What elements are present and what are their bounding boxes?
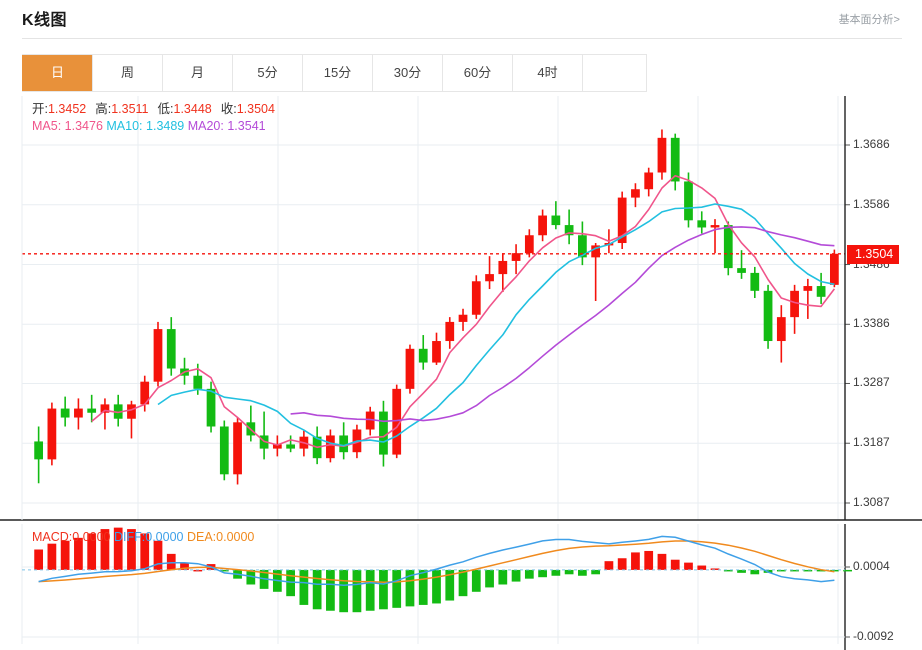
tab-3[interactable]: 5分 — [232, 55, 302, 91]
tab-1[interactable]: 周 — [92, 55, 162, 91]
tabbar-spacer — [582, 55, 646, 91]
current-price-badge: 1.3504 — [847, 244, 900, 264]
tab-5[interactable]: 30分 — [372, 55, 442, 91]
fundamental-analysis-link[interactable]: 基本面分析> — [838, 14, 900, 26]
tab-2[interactable]: 月 — [162, 55, 232, 91]
tab-6[interactable]: 60分 — [442, 55, 512, 91]
timeframe-tabbar: 日周月 5分 15分 30分 60分 4时 — [22, 54, 647, 92]
page-title: K线图 — [22, 12, 68, 29]
page-header: K线图 基本面分析> — [0, 0, 922, 38]
header-divider — [22, 38, 902, 39]
tab-4[interactable]: 15分 — [302, 55, 372, 91]
tab-7[interactable]: 4时 — [512, 55, 582, 91]
chart-area: 开:1.3452 高:1.3511 低:1.3448 收:1.3504 MA5: 1.… — [0, 92, 922, 650]
kline-chart-canvas[interactable] — [0, 92, 922, 650]
tab-0[interactable]: 日 — [22, 55, 92, 91]
